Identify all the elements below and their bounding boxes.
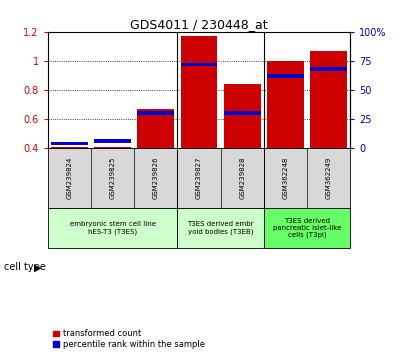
Bar xyxy=(137,109,174,148)
Bar xyxy=(310,67,347,71)
Bar xyxy=(310,51,347,148)
Text: ▶: ▶ xyxy=(34,262,41,272)
Text: GSM239824: GSM239824 xyxy=(66,157,72,199)
Bar xyxy=(264,208,350,248)
Text: embryonic stem cell line
hES-T3 (T3ES): embryonic stem cell line hES-T3 (T3ES) xyxy=(70,221,156,235)
Bar xyxy=(137,112,174,115)
Bar xyxy=(181,36,217,148)
Bar xyxy=(94,147,131,148)
Title: GDS4011 / 230448_at: GDS4011 / 230448_at xyxy=(130,18,268,31)
Bar xyxy=(48,208,178,248)
Text: GSM362248: GSM362248 xyxy=(283,157,289,199)
Text: GSM239828: GSM239828 xyxy=(239,157,245,199)
Text: GSM362249: GSM362249 xyxy=(326,157,332,199)
Bar xyxy=(267,61,304,148)
Bar xyxy=(178,148,264,208)
Bar xyxy=(51,147,88,148)
Text: GSM239827: GSM239827 xyxy=(196,157,202,199)
Bar xyxy=(94,139,131,143)
Bar xyxy=(224,112,261,115)
Text: T3ES derived
pancreatic islet-like
cells (T3pi): T3ES derived pancreatic islet-like cells… xyxy=(273,218,341,238)
Text: T3ES derived embr
yoid bodies (T3EB): T3ES derived embr yoid bodies (T3EB) xyxy=(187,221,254,235)
Text: GSM239825: GSM239825 xyxy=(109,157,115,199)
Bar xyxy=(267,74,304,78)
Bar xyxy=(264,148,350,208)
Text: GSM239826: GSM239826 xyxy=(153,157,159,199)
Bar xyxy=(51,142,88,145)
Bar xyxy=(181,63,217,66)
Bar xyxy=(224,84,261,148)
Bar xyxy=(178,208,264,248)
Legend: transformed count, percentile rank within the sample: transformed count, percentile rank withi… xyxy=(52,329,206,350)
Text: cell type: cell type xyxy=(4,262,46,272)
Bar xyxy=(48,148,178,208)
